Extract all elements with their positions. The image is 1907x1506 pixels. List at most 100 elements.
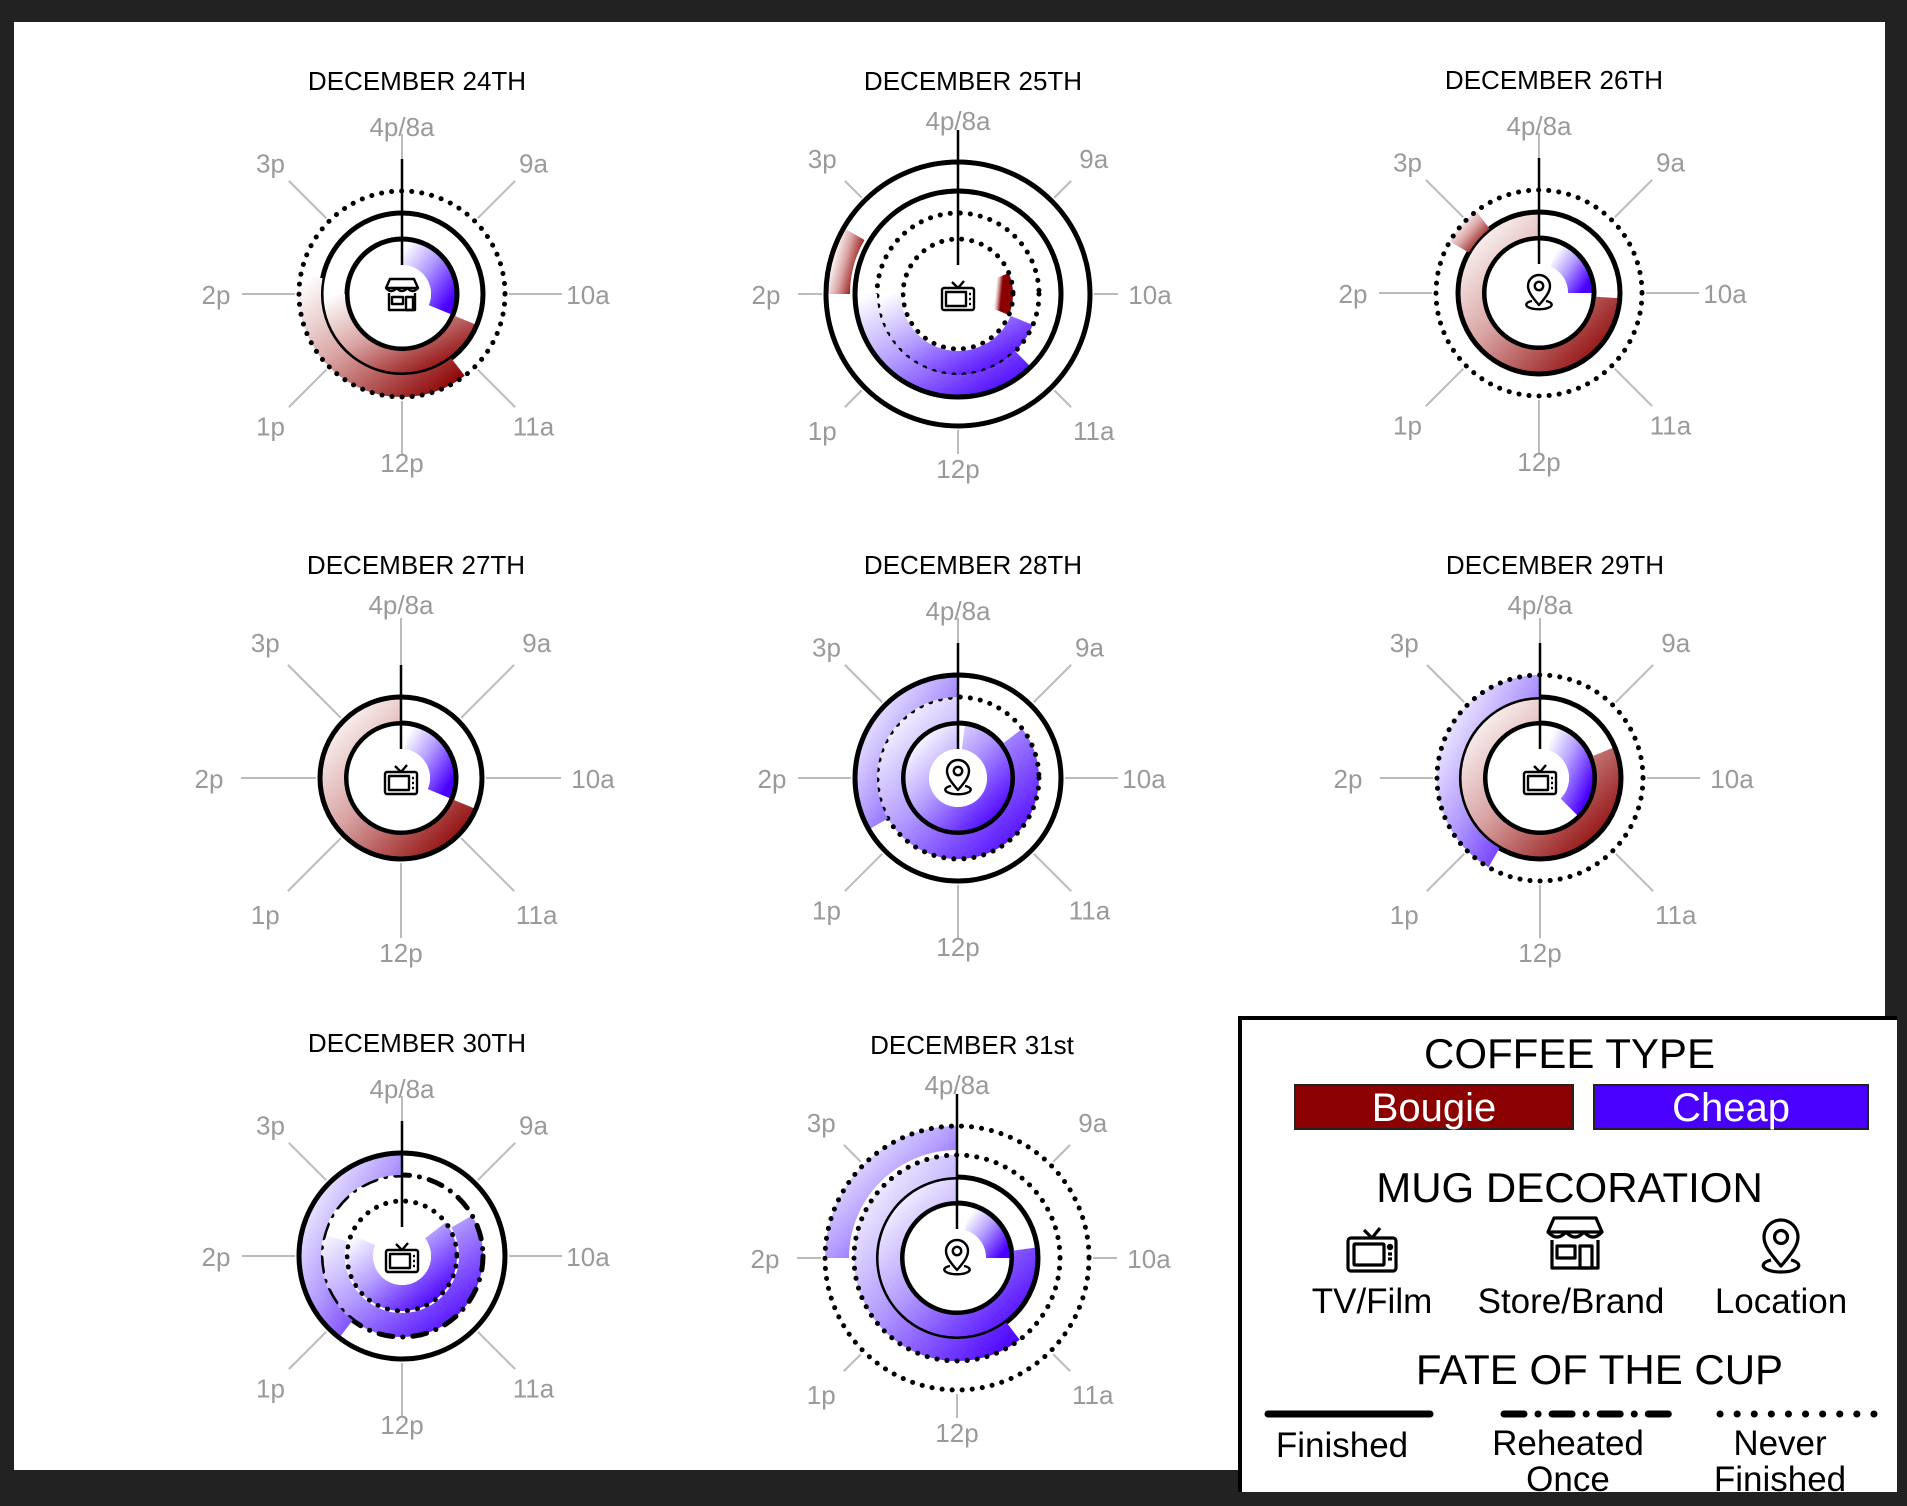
hour-spoke [288, 1142, 328, 1182]
hour-spoke [1053, 389, 1072, 408]
cup-arc [299, 273, 465, 397]
cup-arc [299, 1153, 403, 1338]
hour-label: 3p [1390, 628, 1419, 658]
cup-fate-ring [822, 1123, 1092, 1393]
legend-box: COFFEE TYPE Bougie Cheap MUG DECORATION [1238, 1016, 1897, 1498]
cup-arc [984, 272, 1013, 316]
cup-arc [401, 239, 457, 316]
cup-fate-ring [900, 236, 1016, 352]
hour-label: 10a [1703, 279, 1747, 309]
cup-arc [347, 1222, 457, 1311]
hour-label: 1p [807, 1380, 836, 1410]
hour-spoke [460, 837, 515, 892]
tv-icon [383, 764, 419, 796]
legend-store-icon [1546, 1216, 1604, 1270]
cup-arc [825, 1126, 958, 1259]
cup-arc [1458, 212, 1620, 374]
tv-icon [940, 280, 976, 312]
legend-finished-label: Finished [1275, 1426, 1409, 1465]
hour-label: 11a [1073, 416, 1115, 446]
hour-label: 3p [251, 628, 280, 658]
day-clock: DECEMBER 28TH 4p/8a 9a 10a 11a 12p 1p 2p 3p [758, 550, 1167, 962]
day-clock: DECEMBER 30TH 4p/8a 9a 10a 11a 12p 1p 2p 3p [202, 1028, 611, 1440]
cup-arc [855, 293, 1031, 397]
hour-label: 9a [1661, 628, 1690, 658]
hour-spoke [844, 664, 884, 704]
hour-spoke [287, 664, 342, 719]
location-icon [944, 758, 972, 796]
day-title: DECEMBER 26TH [1445, 65, 1663, 95]
day-clock: DECEMBER 29TH 4p/8a 9a 10a 11a 12p 1p 2p 3p [1334, 550, 1755, 968]
hour-spoke [476, 368, 516, 408]
day-clock: DECEMBER 27TH 4p/8a 9a 10a 11a 12p 1p 2p 3p [195, 550, 616, 968]
legend-location-icon [1761, 1218, 1801, 1274]
hour-label: 1p [256, 412, 285, 442]
hour-label: 2p [751, 1244, 780, 1274]
hour-label: 2p [195, 764, 224, 794]
hour-spoke [1613, 367, 1653, 407]
hour-label: 9a [519, 1110, 548, 1140]
hour-label: 12p [936, 932, 979, 962]
hour-label: 2p [758, 764, 787, 794]
hour-label: 4p/8a [369, 1074, 435, 1104]
legend-fate-lines [1264, 1410, 1882, 1418]
legend-reheated-label-line1: Reheated [1492, 1424, 1644, 1463]
hour-spoke [1032, 664, 1072, 704]
icon-disc [1510, 264, 1568, 322]
hour-spoke [843, 1353, 862, 1372]
store-icon [384, 277, 420, 312]
tv-icon [384, 1242, 420, 1274]
legend-fate-title: FATE OF THE CUP [1415, 1346, 1784, 1393]
cup-arc [877, 293, 1033, 375]
hour-spoke [288, 368, 328, 408]
day-title: DECEMBER 25TH [864, 66, 1082, 96]
cup-arc [854, 1155, 1020, 1361]
hour-label: 10a [571, 764, 615, 794]
hour-label: 9a [1079, 144, 1108, 174]
hour-label: 4p/8a [1506, 111, 1572, 141]
cup-arc [963, 1204, 1012, 1259]
hour-label: 3p [256, 1110, 285, 1140]
day-title: DECEMBER 29TH [1446, 550, 1664, 580]
hour-spoke [844, 852, 884, 892]
hour-label: 12p [1517, 447, 1560, 477]
hour-spoke [1426, 852, 1466, 892]
hour-spoke [1052, 1144, 1071, 1163]
hour-label: 2p [202, 1242, 231, 1272]
cup-arc [321, 293, 477, 375]
hour-label: 11a [1650, 411, 1692, 441]
hour-spoke [288, 1330, 328, 1370]
cup-arc [826, 228, 865, 295]
hour-spoke [288, 180, 328, 220]
tv-icon [1522, 764, 1558, 796]
hour-label: 12p [935, 1418, 978, 1448]
icon-disc [373, 1227, 431, 1285]
hour-spoke [1613, 179, 1653, 219]
hour-spoke [844, 180, 863, 199]
hour-label: 4p/8a [1507, 590, 1573, 620]
icon-disc [1511, 749, 1569, 807]
coffee-clock-grid: DECEMBER 24TH 4p/8a 9a 10a 11a 12p 1p 2p 3p DECEM… [195, 65, 1755, 1448]
hour-label: 12p [379, 938, 422, 968]
legend-bougie-swatch: Bougie [1294, 1084, 1574, 1130]
hour-label: 3p [812, 632, 841, 662]
hour-label: 11a [513, 412, 555, 442]
hour-spoke [843, 1144, 862, 1163]
hour-spoke [1425, 367, 1465, 407]
hour-spoke [1032, 852, 1072, 892]
cup-arc [1437, 675, 1541, 868]
legend-never-label-line1: Never [1733, 1424, 1827, 1463]
hour-label: 10a [1128, 280, 1172, 310]
legend-never-label-line2: Finished [1713, 1460, 1847, 1499]
hour-label: 11a [1069, 896, 1111, 926]
day-title: DECEMBER 24TH [308, 66, 526, 96]
hour-label: 3p [256, 148, 285, 178]
legend-never-label: Never Finished [1680, 1426, 1880, 1498]
legend-tv-label: TV/Film [1311, 1282, 1433, 1321]
hour-spoke [844, 389, 863, 408]
hour-label: 12p [1518, 938, 1561, 968]
hour-label: 4p/8a [369, 112, 435, 142]
hour-label: 1p [1393, 411, 1422, 441]
icon-disc [373, 265, 431, 323]
